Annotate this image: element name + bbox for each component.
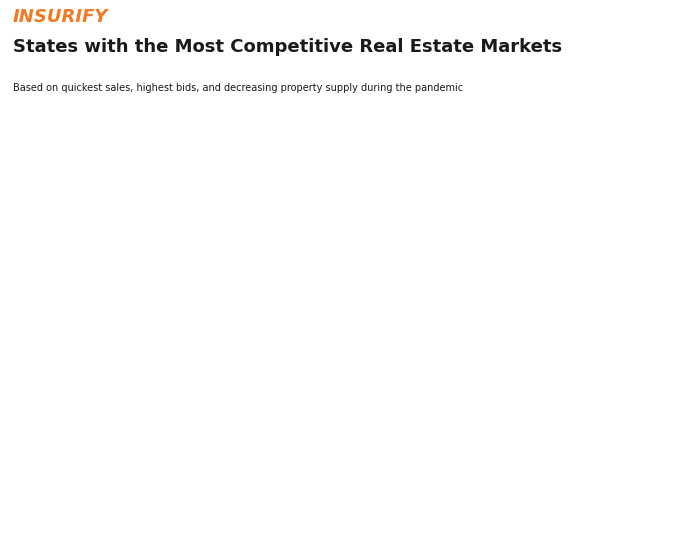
Text: Based on quickest sales, highest bids, and decreasing property supply during the: Based on quickest sales, highest bids, a… (13, 83, 463, 92)
Text: States with the Most Competitive Real Estate Markets: States with the Most Competitive Real Es… (13, 38, 561, 57)
Text: INSURIFY: INSURIFY (13, 8, 108, 26)
